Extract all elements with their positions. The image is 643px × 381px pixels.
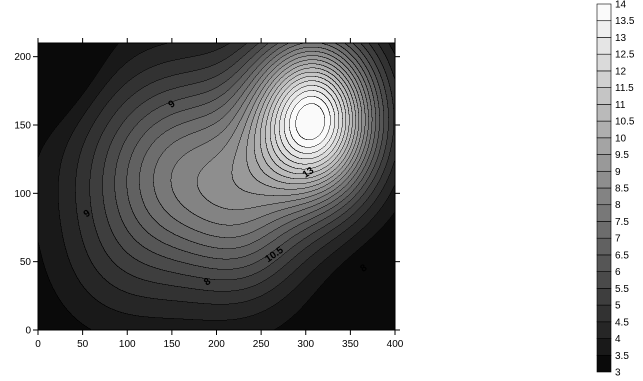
legend-swatch [596, 20, 612, 38]
x-tick-label: 350 [342, 339, 359, 350]
legend-label: 5 [615, 301, 621, 312]
y-tick-label: 50 [20, 257, 32, 268]
contour-label-4: 8 [202, 276, 213, 288]
legend-swatch [596, 204, 612, 222]
legend-swatch [596, 271, 612, 289]
contour-label-5: 8 [358, 262, 369, 274]
contour-label-1: 9 [82, 208, 93, 220]
contour-fill [38, 43, 395, 330]
legend-swatch [596, 120, 612, 139]
legend-label: 10.5 [615, 117, 635, 128]
contour-label-0: 9 [167, 98, 178, 110]
x-tick-label: 300 [297, 339, 314, 350]
legend-swatch [596, 338, 612, 356]
x-tick-label: 50 [77, 339, 89, 350]
x-tick-label: 150 [164, 339, 181, 350]
legend-label: 13.5 [615, 16, 635, 27]
x-tick-label: 200 [208, 339, 225, 350]
legend-label: 13 [615, 33, 627, 44]
legend-label: 11 [615, 100, 626, 111]
y-tick-label: 0 [25, 326, 31, 337]
legend-swatch [596, 154, 612, 172]
legend-swatch [596, 70, 612, 88]
legend-label: 6.5 [615, 250, 629, 261]
legend-label: 9 [615, 167, 621, 178]
legend-label: 10 [615, 133, 627, 144]
legend-swatch [596, 87, 612, 105]
legend-label: 8.5 [615, 184, 629, 195]
legend-label: 8 [615, 200, 621, 211]
x-axis: 0 50 100 150 200 250 300 350 400 [35, 38, 404, 350]
legend-swatch [596, 187, 612, 206]
legend-swatch [596, 237, 612, 256]
y-axis: 0 50 100 150 200 [14, 52, 400, 337]
legend-label: 12.5 [615, 50, 635, 61]
legend-label: 7.5 [615, 217, 629, 228]
legend-label: 4 [615, 334, 621, 345]
legend-label: 4.5 [615, 317, 629, 328]
x-tick-label: 400 [387, 339, 404, 350]
legend-label: 3.5 [615, 351, 629, 362]
legend-label: 14 [615, 0, 627, 11]
legend-label: 9.5 [615, 150, 629, 161]
legend-label: 5.5 [615, 284, 629, 295]
legend-swatch [596, 321, 612, 339]
x-tick-label: 100 [119, 339, 136, 350]
y-tick-label: 200 [14, 52, 31, 63]
legend-label: 11.5 [615, 83, 634, 94]
legend-swatch [596, 288, 612, 306]
legend-swatch [596, 3, 612, 22]
legend-swatch [596, 354, 612, 373]
legend-swatch [596, 254, 612, 272]
x-tick-label: 250 [253, 339, 270, 350]
legend-swatch [596, 53, 612, 72]
legend-label: 3 [615, 368, 621, 379]
legend-swatch [596, 170, 612, 189]
legend-swatch [596, 104, 612, 122]
color-legend: 3 3.5 4 4.5 5 5.5 6 6.5 7 7.5 8 8.5 9 9.5 10 10.5 11 11.5… [596, 0, 635, 379]
legend-label: 6 [615, 267, 621, 278]
x-tick-label: 0 [35, 339, 41, 350]
legend-swatch [596, 304, 612, 323]
legend-swatch [596, 37, 612, 55]
y-tick-label: 150 [14, 121, 31, 132]
y-tick-label: 100 [14, 189, 31, 200]
legend-swatch [596, 221, 612, 239]
legend-label: 12 [615, 66, 627, 77]
legend-label: 7 [615, 234, 621, 245]
legend-swatch [596, 137, 612, 155]
